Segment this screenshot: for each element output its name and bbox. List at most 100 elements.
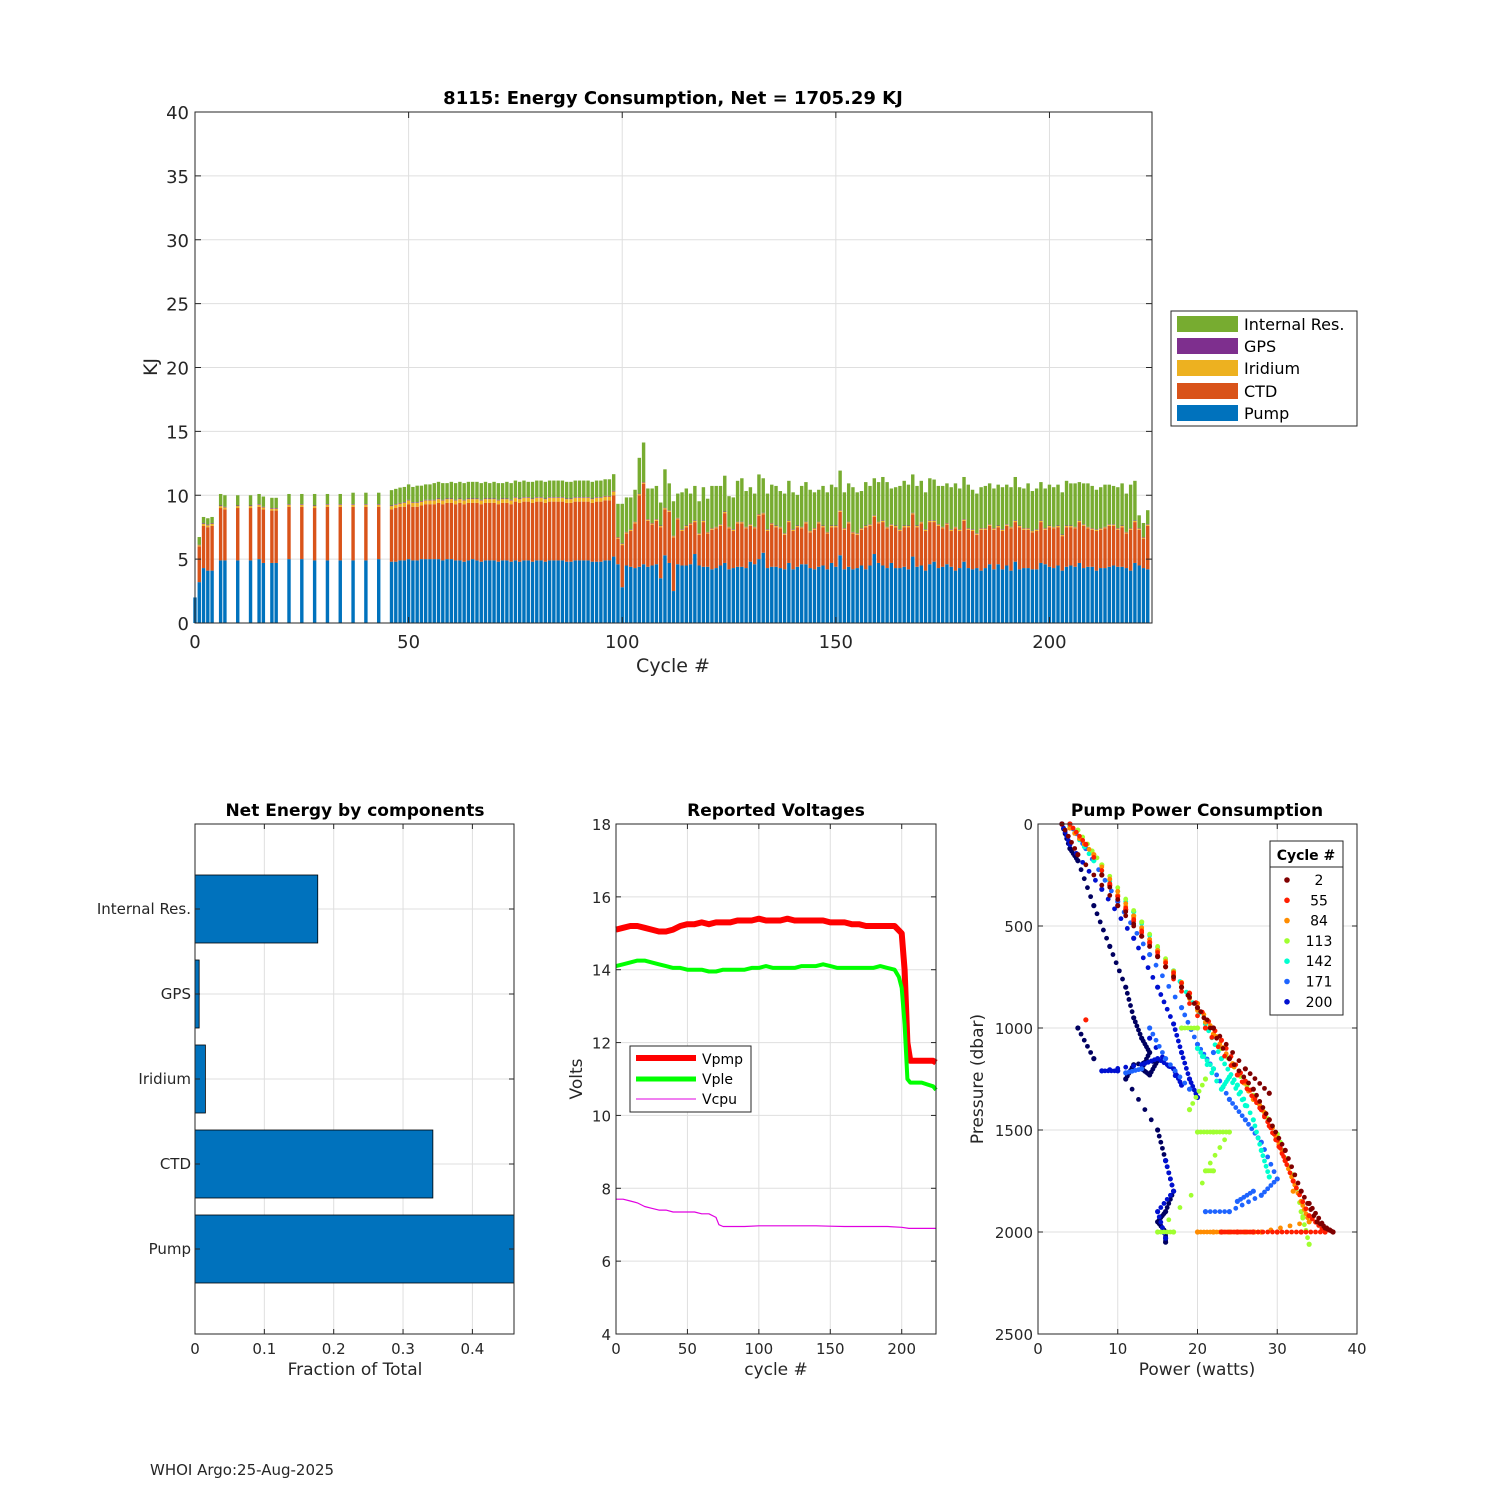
pump-power-xtick-label: 30: [1268, 1340, 1287, 1358]
energy-bar-internal-res--99: [616, 503, 620, 538]
energy-bar-iridium-201: [1052, 527, 1056, 529]
energy-bar-gps-175: [940, 526, 945, 528]
pump-power-point-early: [1136, 1097, 1141, 1102]
pump-power-point-84: [1107, 876, 1113, 882]
energy-bar-iridium-2: [201, 523, 206, 526]
pump-power-point-171: [1212, 1209, 1218, 1214]
voltages-axes-box: [615, 823, 937, 1335]
energy-bar-gps-178: [953, 526, 958, 528]
energy-bar-ctd-171: [923, 531, 928, 571]
energy-bar-internal-res--212: [1099, 487, 1103, 529]
pump-power-point-200: [1161, 1201, 1167, 1206]
energy-bar-pump-71: [496, 561, 501, 623]
pump-power-point-55: [1260, 1229, 1266, 1235]
energy-bar-pump-195: [1026, 568, 1030, 623]
voltages-xtick-label: 200: [887, 1340, 916, 1358]
energy-bar-ctd-169: [915, 527, 919, 567]
energy-bar-ctd-206: [1073, 528, 1077, 567]
energy-bar-ctd-153: [846, 523, 851, 567]
energy-bar-gps-198: [1039, 520, 1043, 521]
energy-bar-iridium-53: [419, 501, 424, 506]
energy-bar-pump-15: [257, 559, 261, 623]
pump-power-point-171: [1172, 994, 1178, 1000]
energy-bar-internal-res--78: [526, 481, 530, 498]
energy-bar-ctd-127: [735, 523, 740, 567]
energy-bar-internal-res--66: [475, 481, 479, 499]
pump-power-point-55: [1265, 1229, 1271, 1235]
energy-bar-pump-66: [475, 560, 479, 623]
energy-chart: 0 50 100 150 200 0 5 10 15 20 25 30 35 40 8115: Energ…: [140, 88, 1358, 677]
energy-bar-ctd-118: [697, 534, 701, 566]
energy-bar-iridium-198: [1039, 520, 1043, 523]
energy-bar-iridium-95: [599, 497, 603, 502]
pump-power-point-early: [1081, 876, 1087, 882]
energy-bar-internal-res--187: [992, 488, 996, 529]
energy-bar-iridium-168: [911, 513, 915, 515]
energy-bar-iridium-155: [855, 533, 859, 535]
pump-power-point-55: [1293, 1229, 1299, 1235]
energy-bar-pump-199: [1043, 564, 1047, 623]
pump-power-point-171: [1236, 1109, 1242, 1115]
energy-ytick-label: 20: [166, 359, 189, 380]
pump-power-point-200: [1158, 1205, 1164, 1210]
pump-power-point-early: [1088, 894, 1094, 900]
energy-bar-internal-res--104: [637, 457, 642, 494]
energy-bar-internal-res--165: [898, 485, 902, 530]
energy-bar-pump-40: [364, 560, 368, 623]
energy-bar-iridium-216: [1116, 528, 1120, 530]
energy-bar-pump-149: [829, 562, 834, 623]
pump-power-point-2: [1241, 1074, 1247, 1080]
energy-bar-pump-207: [1077, 562, 1082, 623]
energy-bar-pump-123: [718, 565, 723, 623]
energy-bar-ctd-67: [479, 504, 483, 562]
energy-bar-iridium-79: [530, 499, 535, 503]
energy-bar-ctd-220: [1133, 522, 1137, 563]
energy-bar-iridium-117: [693, 520, 697, 523]
energy-bar-gps-214: [1107, 524, 1111, 525]
energy-bar-internal-res--117: [693, 485, 697, 521]
energy-bar-pump-158: [868, 565, 872, 623]
energy-bar-ctd-123: [718, 525, 723, 566]
energy-bar-iridium-219: [1128, 528, 1133, 530]
energy-bar-ctd-88: [569, 502, 573, 562]
energy-bar-pump-137: [778, 568, 783, 623]
energy-bar-iridium-190: [1005, 524, 1009, 526]
energy-bar-internal-res--155: [855, 492, 859, 534]
voltages-ytick-label: 4: [601, 1326, 611, 1344]
pump-power-point-113: [1222, 1137, 1228, 1143]
pump-power-point-171: [1123, 1070, 1129, 1076]
energy-bar-ctd-114: [680, 531, 684, 566]
voltages-ytick-label: 12: [592, 1035, 611, 1053]
pump-power-point-55: [1308, 1229, 1314, 1235]
energy-bar-gps-89: [573, 497, 577, 498]
energy-bar-iridium-43: [377, 504, 381, 507]
energy-bar-pump-168: [911, 556, 915, 623]
energy-bar-iridium-184: [979, 528, 983, 530]
energy-bar-iridium-187: [992, 528, 996, 530]
energy-bar-pump-125: [727, 569, 731, 623]
components-bar-ctd: [194, 1129, 434, 1199]
energy-bar-ctd-48: [398, 506, 402, 561]
energy-bar-iridium-64: [466, 499, 471, 503]
energy-bar-pump-13: [248, 560, 253, 623]
energy-bar-pump-68: [483, 560, 488, 623]
energy-bar-internal-res--128: [740, 478, 744, 522]
energy-bar-internal-res--105: [641, 442, 646, 483]
energy-bar-internal-res--208: [1081, 483, 1086, 525]
pump-power-point-200: [1145, 965, 1151, 971]
energy-bar-ctd-193: [1017, 527, 1022, 570]
energy-bar-ctd-156: [859, 529, 864, 566]
pump-power-point-171: [1191, 1034, 1197, 1040]
energy-bar-iridium-131: [752, 527, 757, 529]
pump-power-point-113: [1170, 1229, 1177, 1235]
energy-bar-iridium-153: [846, 522, 851, 524]
energy-bar-gps-126: [731, 529, 736, 530]
energy-bar-pump-84: [552, 560, 556, 623]
pump-power-point-113: [1212, 1152, 1218, 1158]
energy-bar-pump-175: [940, 566, 945, 623]
energy-bar-ctd-174: [936, 525, 941, 569]
energy-bar-gps-91: [582, 497, 586, 498]
energy-bar-internal-res--218: [1124, 493, 1129, 532]
energy-bar-pump-34: [338, 560, 342, 623]
energy-bar-pump-134: [765, 568, 770, 623]
